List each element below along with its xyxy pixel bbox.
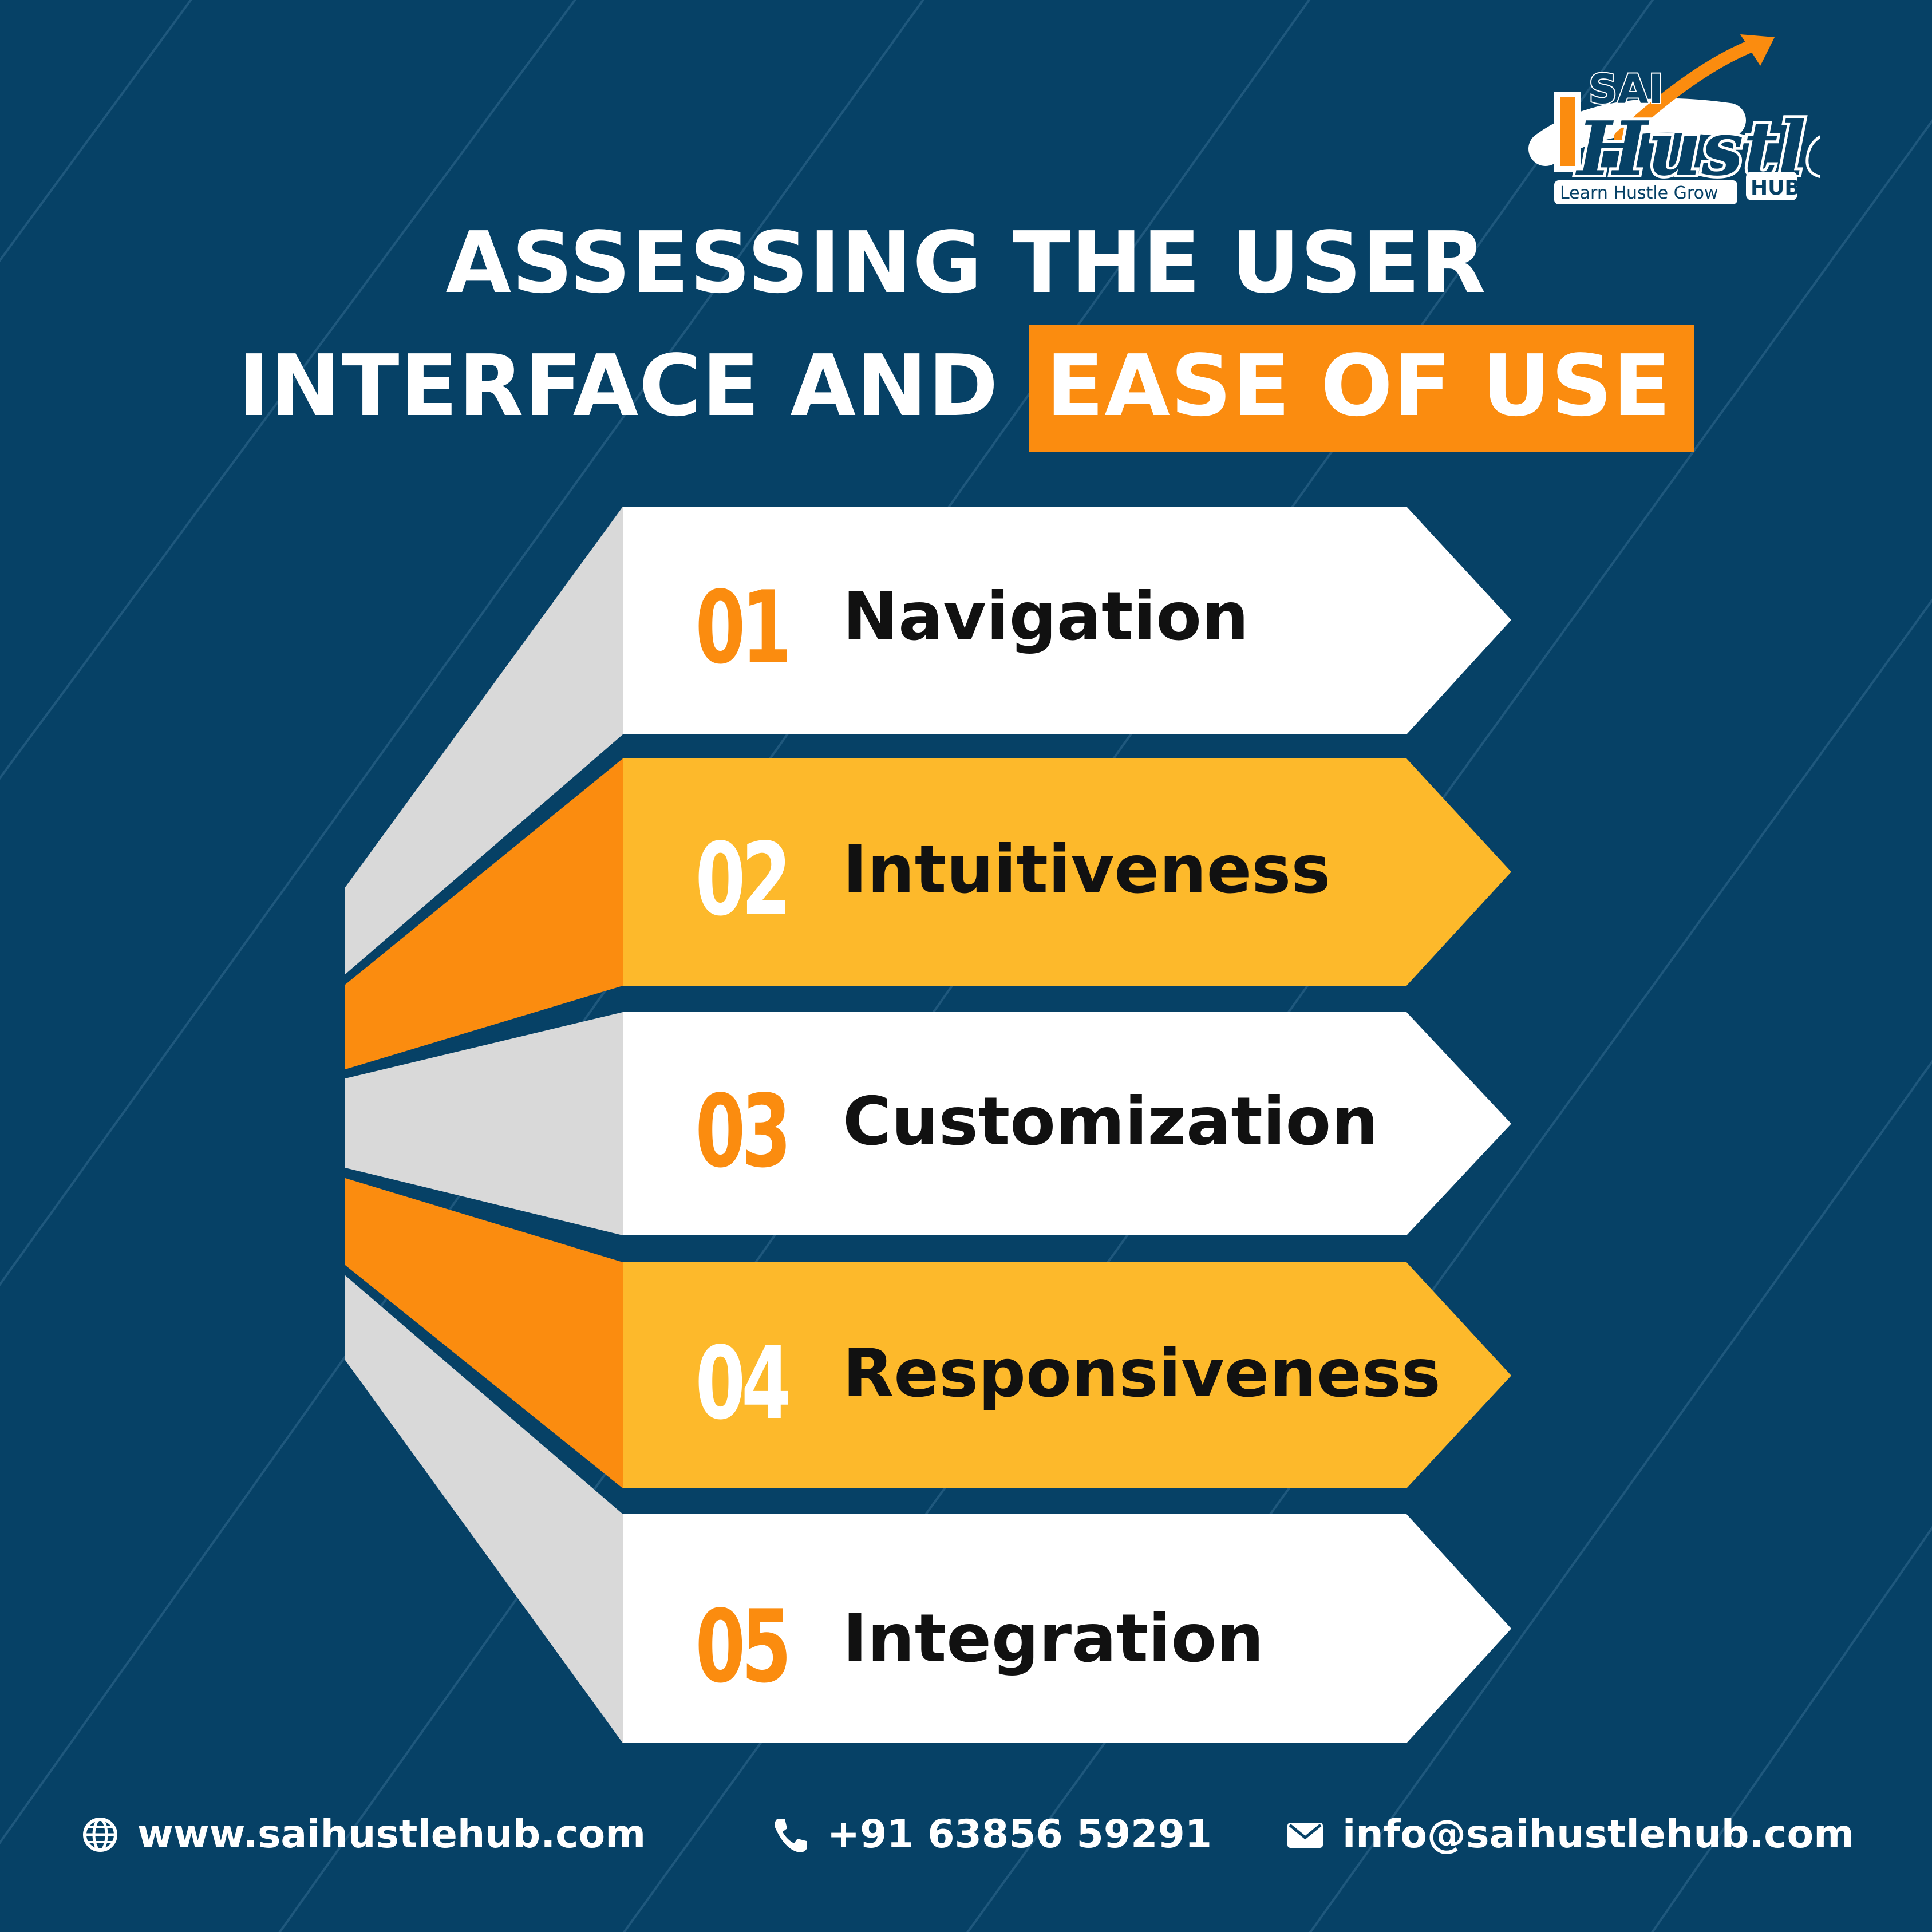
item-label: Responsiveness: [843, 1335, 1441, 1412]
side-face-2: [345, 758, 623, 1069]
globe-icon: [83, 1817, 117, 1852]
item-label: Navigation: [843, 578, 1249, 655]
side-face-4: [345, 1178, 623, 1488]
side-face-1: [345, 507, 623, 974]
page-title-line-1: ASSESSING THE USER: [445, 214, 1487, 312]
item-label: Customization: [843, 1083, 1378, 1160]
phone-text[interactable]: +91 63856 59291: [827, 1812, 1212, 1857]
item-number: 02: [695, 822, 792, 938]
logo-tagline: Learn Hustle Grow: [1560, 183, 1718, 203]
item-number: 03: [695, 1074, 792, 1190]
side-face-3: [345, 1012, 623, 1235]
email-text[interactable]: info@saihustlehub.com: [1342, 1812, 1855, 1857]
item-label: Intuitiveness: [843, 831, 1331, 908]
mail-icon: [1287, 1822, 1323, 1848]
logo-hub-text: HUB: [1751, 176, 1800, 200]
item-label: Integration: [843, 1600, 1264, 1677]
item-card-3: [623, 1012, 1511, 1235]
item-number: 01: [695, 570, 792, 686]
title-highlight: EASE OF USE: [1029, 325, 1694, 452]
item-card-2: [623, 758, 1511, 986]
item-number: 05: [695, 1589, 792, 1705]
logo-sai-text: SAI: [1589, 66, 1664, 113]
title-plain-text: INTERFACE AND: [238, 337, 999, 435]
item-number: 04: [695, 1326, 792, 1442]
footer-phone[interactable]: +91 63856 59291: [770, 1812, 1212, 1857]
phone-icon: [775, 1819, 807, 1852]
footer-website[interactable]: www.saihustlehub.com: [80, 1812, 646, 1857]
side-face-5: [345, 1275, 623, 1743]
item-card-5: [623, 1514, 1511, 1743]
item-card-1: [623, 507, 1511, 734]
brand-logo: SAI Hustle Learn Hustle Grow HUB: [1528, 34, 1820, 204]
page-title-line-2: INTERFACE AND EASE OF USE: [0, 325, 1932, 452]
website-text[interactable]: www.saihustlehub.com: [137, 1812, 646, 1857]
item-card-4: [623, 1262, 1511, 1488]
footer-email[interactable]: info@saihustlehub.com: [1285, 1812, 1854, 1857]
